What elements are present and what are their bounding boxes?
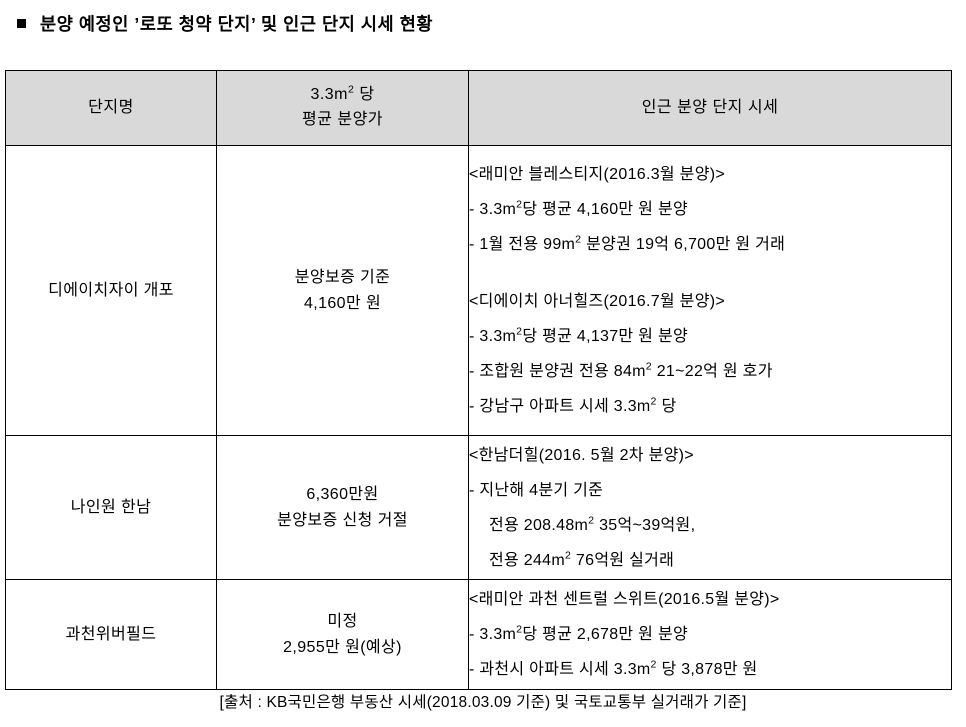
cell-avg-price: 미정 2,955만 원(예상): [216, 579, 469, 690]
table-row: 나인원 한남 6,360만원 분양보증 신청 거절 <한남더힐(2016. 5월…: [5, 435, 952, 580]
column-header-avg-price-label-line2: 평균 분양가: [301, 111, 384, 128]
cell-nearby-market: <한남더힐(2016. 5월 2차 분양)> - 지난해 4분기 기준 전용 2…: [468, 435, 952, 580]
complex-name-value: 과천위버필드: [65, 625, 157, 643]
column-header-avg-price: 3.3m2 당 평균 분양가: [216, 70, 469, 146]
cell-avg-price: 6,360만원 분양보증 신청 거절: [216, 435, 469, 580]
market-line: - 3.3m2당 평균 2,678만 원 분양: [469, 623, 688, 643]
market-line: 전용 208.48m2 35억~39억원,: [489, 514, 696, 534]
market-line: - 1월 전용 99m2 분양권 19억 6,700만 원 거래: [469, 233, 786, 253]
cell-nearby-market: <래미안 블레스티지(2016.3월 분양)> - 3.3m2당 평균 4,16…: [468, 145, 952, 436]
cell-avg-price: 분양보증 기준 4,160만 원: [216, 145, 469, 436]
avg-price-line2: 2,955만 원(예상): [283, 638, 402, 656]
market-line: - 3.3m2당 평균 4,160만 원 분양: [469, 198, 688, 218]
market-line: <래미안 과천 센트럴 스위트(2016.5월 분양)>: [469, 591, 780, 608]
complex-name-value: 디에이치자이 개포: [48, 281, 174, 299]
market-line: - 조합원 분양권 전용 84m2 21~22억 원 호가: [469, 360, 773, 380]
cell-complex-name: 나인원 한남: [5, 435, 217, 580]
table-header: 단지명 3.3m2 당 평균 분양가 인근 분양 단지 시세: [5, 70, 952, 146]
table-row: 과천위버필드 미정 2,955만 원(예상) <래미안 과천 센트럴 스위트(2…: [5, 579, 952, 690]
square-bullet-icon: [17, 19, 26, 28]
table-row: 디에이치자이 개포 분양보증 기준 4,160만 원 <래미안 블레스티지(20…: [5, 145, 952, 436]
market-line: <디에이치 아너힐즈(2016.7월 분양)>: [469, 293, 725, 310]
column-header-complex-name: 단지명: [5, 70, 217, 146]
column-header-nearby-market: 인근 분양 단지 시세: [468, 70, 952, 146]
cell-complex-name: 과천위버필드: [5, 579, 217, 690]
market-line: 전용 244m2 76억원 실거래: [489, 549, 675, 569]
market-line: - 강남구 아파트 시세 3.3m2 당: [469, 395, 677, 415]
table-body: 디에이치자이 개포 분양보증 기준 4,160만 원 <래미안 블레스티지(20…: [5, 145, 952, 690]
avg-price-line1: 미정: [327, 612, 358, 630]
complex-name-value: 나인원 한남: [70, 498, 152, 516]
column-header-complex-name-label: 단지명: [88, 98, 134, 116]
column-header-avg-price-label-line1: 3.3m2 당: [310, 83, 375, 104]
market-price-table: 단지명 3.3m2 당 평균 분양가 인근 분양 단지 시세 디에이치자이 개포…: [5, 70, 952, 690]
cell-nearby-market: <래미안 과천 센트럴 스위트(2016.5월 분양)> - 3.3m2당 평균…: [468, 579, 952, 690]
market-line: <래미안 블레스티지(2016.3월 분양)>: [469, 166, 725, 183]
column-header-nearby-market-label: 인근 분양 단지 시세: [641, 98, 779, 116]
avg-price-line1: 분양보증 기준: [294, 268, 391, 286]
table-header-row: 단지명 3.3m2 당 평균 분양가 인근 분양 단지 시세: [5, 70, 952, 146]
page-title: 분양 예정인 ’로또 청약 단지’ 및 인근 단지 시세 현황: [0, 0, 966, 34]
market-line: <한남더힐(2016. 5월 2차 분양)>: [469, 446, 694, 464]
avg-price-line2: 4,160만 원: [303, 294, 382, 312]
market-line: - 3.3m2당 평균 4,137만 원 분양: [469, 325, 688, 345]
source-note: [출처 : KB국민은행 부동산 시세(2018.03.09 기준) 및 국토교…: [219, 694, 747, 711]
market-line-spacer: [469, 262, 951, 284]
avg-price-line2: 분양보증 신청 거절: [277, 511, 408, 529]
market-line: - 과천시 아파트 시세 3.3m2 당 3,878만 원: [469, 658, 758, 678]
avg-price-line1: 6,360만원: [306, 485, 379, 503]
cell-complex-name: 디에이치자이 개포: [5, 145, 217, 436]
market-price-table-container: 단지명 3.3m2 당 평균 분양가 인근 분양 단지 시세 디에이치자이 개포…: [5, 70, 952, 690]
market-line: - 지난해 4분기 기준: [469, 481, 604, 499]
page-title-text: 분양 예정인 ’로또 청약 단지’ 및 인근 단지 시세 현황: [40, 14, 434, 34]
